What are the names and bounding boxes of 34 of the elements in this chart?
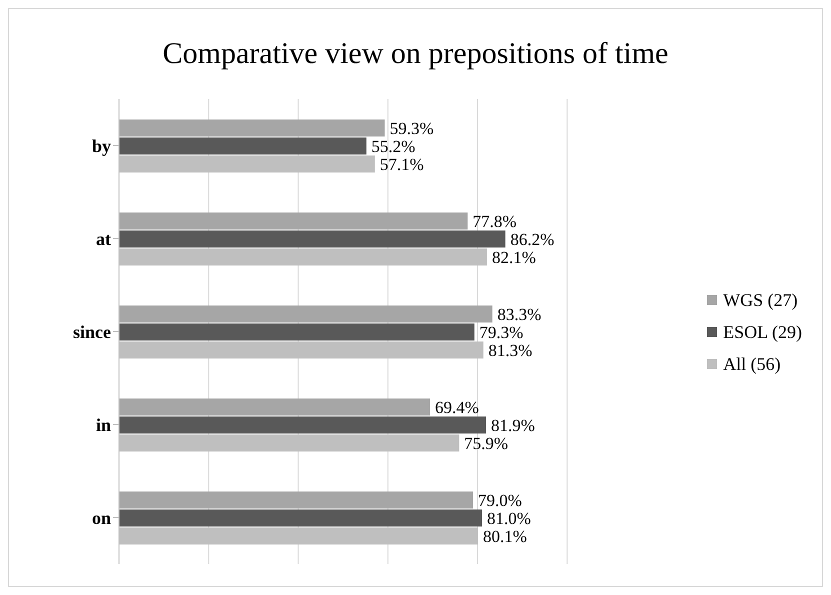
data-label: 86.2% [510,230,554,249]
data-label: 82.1% [492,248,536,267]
data-label: 79.3% [479,322,524,342]
y-tick-label: on [92,508,111,528]
bar [119,509,482,526]
data-label: 75.9% [464,434,508,453]
data-label: 81.0% [487,508,531,528]
data-label: 57.1% [380,154,424,174]
bar [119,230,506,248]
data-label: 59.3% [390,118,434,138]
y-tick-label: at [96,228,111,249]
data-label: 55.2% [371,136,416,156]
data-label: 81.9% [491,416,535,435]
chart-title: Comparative view on prepositions of time [162,36,670,72]
bar [119,305,492,322]
bar [119,323,474,340]
bar [119,416,486,434]
bar [119,119,385,136]
data-label: 69.4% [435,398,479,417]
data-label: 77.8% [472,212,517,231]
y-tick-label: by [92,136,111,156]
bar [119,398,430,416]
legend-label: WGS (27) [722,288,799,312]
data-label: 81.3% [488,340,532,360]
data-label: 83.3% [497,304,542,324]
data-label: 80.1% [482,526,527,546]
legend-label: All (56) [722,352,782,376]
bar [119,212,468,230]
bar [119,137,366,154]
bar [119,491,474,508]
data-label: 79.0% [478,490,522,510]
y-tick-label: since [73,322,112,342]
y-tick-label: in [96,414,111,435]
legend-label: ESOL (29) [722,320,802,344]
